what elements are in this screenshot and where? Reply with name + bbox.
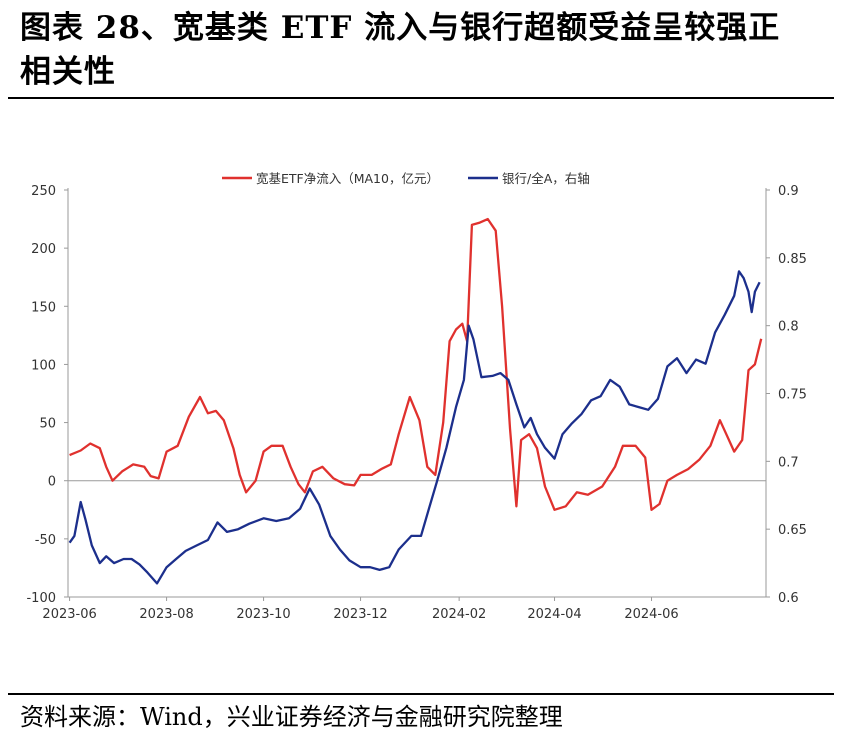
chart-title-line2: 相关性 [20, 54, 116, 90]
x-axis-tick-label: 2023-06 [42, 607, 96, 622]
left-axis-tick-label: 150 [31, 300, 56, 315]
right-axis-tick-label: 0.85 [778, 252, 807, 267]
x-axis-tick-label: 2024-02 [432, 607, 486, 622]
right-axis-tick-label: 0.65 [778, 523, 807, 538]
left-axis-tick-label: 250 [31, 184, 56, 199]
source-label: 资料来源： [20, 703, 140, 731]
legend-bank-label: 银行/全A，右轴 [502, 171, 590, 186]
source-divider [8, 693, 834, 695]
right-axis-tick-label: 0.7 [778, 455, 799, 470]
x-axis-tick-label: 2023-08 [139, 607, 193, 622]
x-axis-tick-label: 2023-12 [333, 607, 387, 622]
title-divider [8, 97, 834, 99]
right-axis-tick-label: 0.75 [778, 388, 807, 403]
left-axis-tick-label: 0 [48, 475, 56, 490]
left-axis-tick-label: 50 [39, 417, 56, 432]
x-axis-tick-label: 2024-04 [527, 607, 581, 622]
left-axis-tick-label: -50 [35, 533, 56, 548]
right-axis-tick-label: 0.8 [778, 320, 799, 335]
chart-title: 图表 28、宽基类 ETF 流入与银行超额受益呈较强正 相关性 [20, 6, 830, 94]
source-note: 资料来源：Wind，兴业证券经济与金融研究院整理 [20, 699, 563, 735]
left-axis-tick-label: -100 [26, 591, 56, 606]
left-axis-tick-label: 100 [31, 358, 56, 373]
right-axis-tick-label: 0.9 [778, 184, 799, 199]
left-axis-tick-label: 200 [31, 242, 56, 257]
source-text: Wind，兴业证券经济与金融研究院整理 [140, 703, 563, 731]
right-axis-tick-label: 0.6 [778, 591, 799, 606]
chart-title-line1: 图表 28、宽基类 ETF 流入与银行超额受益呈较强正 [20, 10, 781, 46]
x-axis-tick-label: 2024-06 [624, 607, 678, 622]
chart-canvas: -100 -50 0 50 100 150 200 250 0.6 0.65 0.7 0.75 0.8 0… [26, 171, 807, 622]
legend-etf-label: 宽基ETF净流入（MA10，亿元） [256, 171, 439, 186]
etf-inflow-line [69, 217, 763, 511]
x-axis-tick-label: 2023-10 [236, 607, 290, 622]
bank-relative-line [68, 270, 761, 585]
